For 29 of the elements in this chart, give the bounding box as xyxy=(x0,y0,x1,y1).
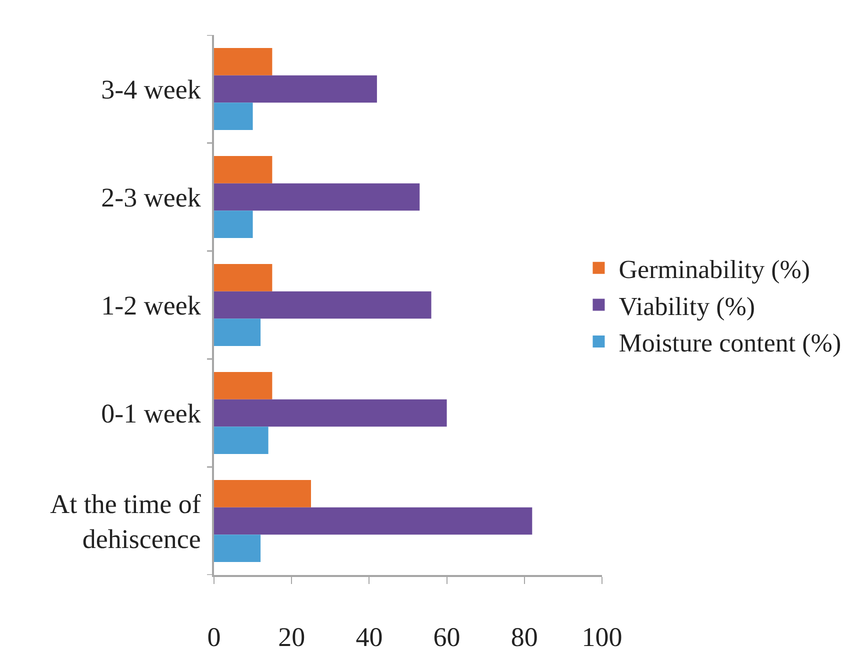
bar xyxy=(214,291,432,319)
bar xyxy=(214,399,447,427)
y-tick-label: At the time of dehiscence xyxy=(50,488,201,554)
x-tick-label: 80 xyxy=(510,622,538,652)
x-tick-label: 40 xyxy=(356,622,383,652)
bar xyxy=(214,372,272,400)
x-tick-label: 60 xyxy=(433,622,460,652)
legend-label: Germinability (%) xyxy=(618,255,810,284)
bar xyxy=(214,183,420,211)
y-tick-label: 3-4 week xyxy=(101,74,202,104)
y-tick-label: 0-1 week xyxy=(101,398,202,428)
legend-label: Viability (%) xyxy=(618,292,756,321)
x-tick-label: 20 xyxy=(278,622,306,652)
bar xyxy=(214,426,268,454)
bar xyxy=(214,318,261,346)
bar xyxy=(214,48,272,76)
bar xyxy=(214,480,311,508)
bar xyxy=(214,156,272,184)
bar xyxy=(214,210,253,238)
bar xyxy=(214,75,377,103)
y-tick-label: 2-3 week xyxy=(101,182,202,212)
x-tick-label: 0 xyxy=(207,622,221,652)
x-tick-label: 100 xyxy=(582,622,622,652)
bar xyxy=(214,102,253,130)
y-tick-label: 1-2 week xyxy=(101,290,202,320)
bar xyxy=(214,534,261,562)
bar xyxy=(214,264,272,292)
bar xyxy=(214,507,532,535)
legend-label: Moisture content (%) xyxy=(618,328,842,358)
